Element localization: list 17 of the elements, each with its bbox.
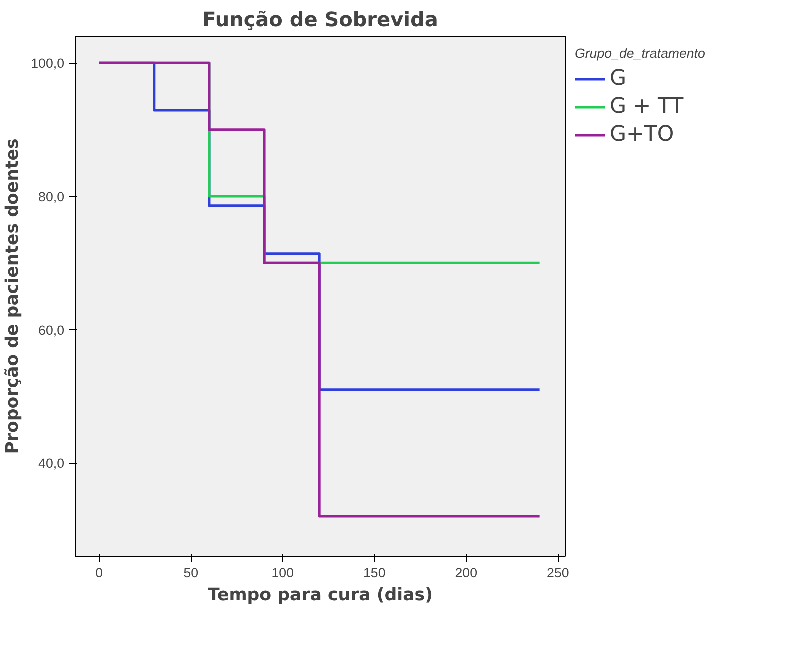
x-tick-label: 100 [272,566,294,580]
legend-label: G + TT [610,94,684,119]
legend-label: G [610,66,628,91]
chart-title: Função de Sobrevida [202,8,438,32]
y-tick-label: 100,0 [31,56,65,72]
x-tick-label: 200 [455,566,478,580]
x-axis-title: Tempo para cura (dias) [208,586,434,606]
y-axis-title: Proporção de pacientes doentes [3,138,24,454]
legend-label: G+TO [610,122,674,147]
x-tick-label: 50 [184,566,199,580]
x-tick-label: 250 [547,566,570,580]
y-tick-label: 80,0 [38,190,65,204]
legend-title: Grupo_de_tratamento [575,46,706,61]
x-tick-label: 150 [364,566,386,580]
y-tick-label: 60,0 [38,322,65,338]
x-tick-label: 0 [96,566,104,580]
y-tick-label: 40,0 [38,456,65,472]
